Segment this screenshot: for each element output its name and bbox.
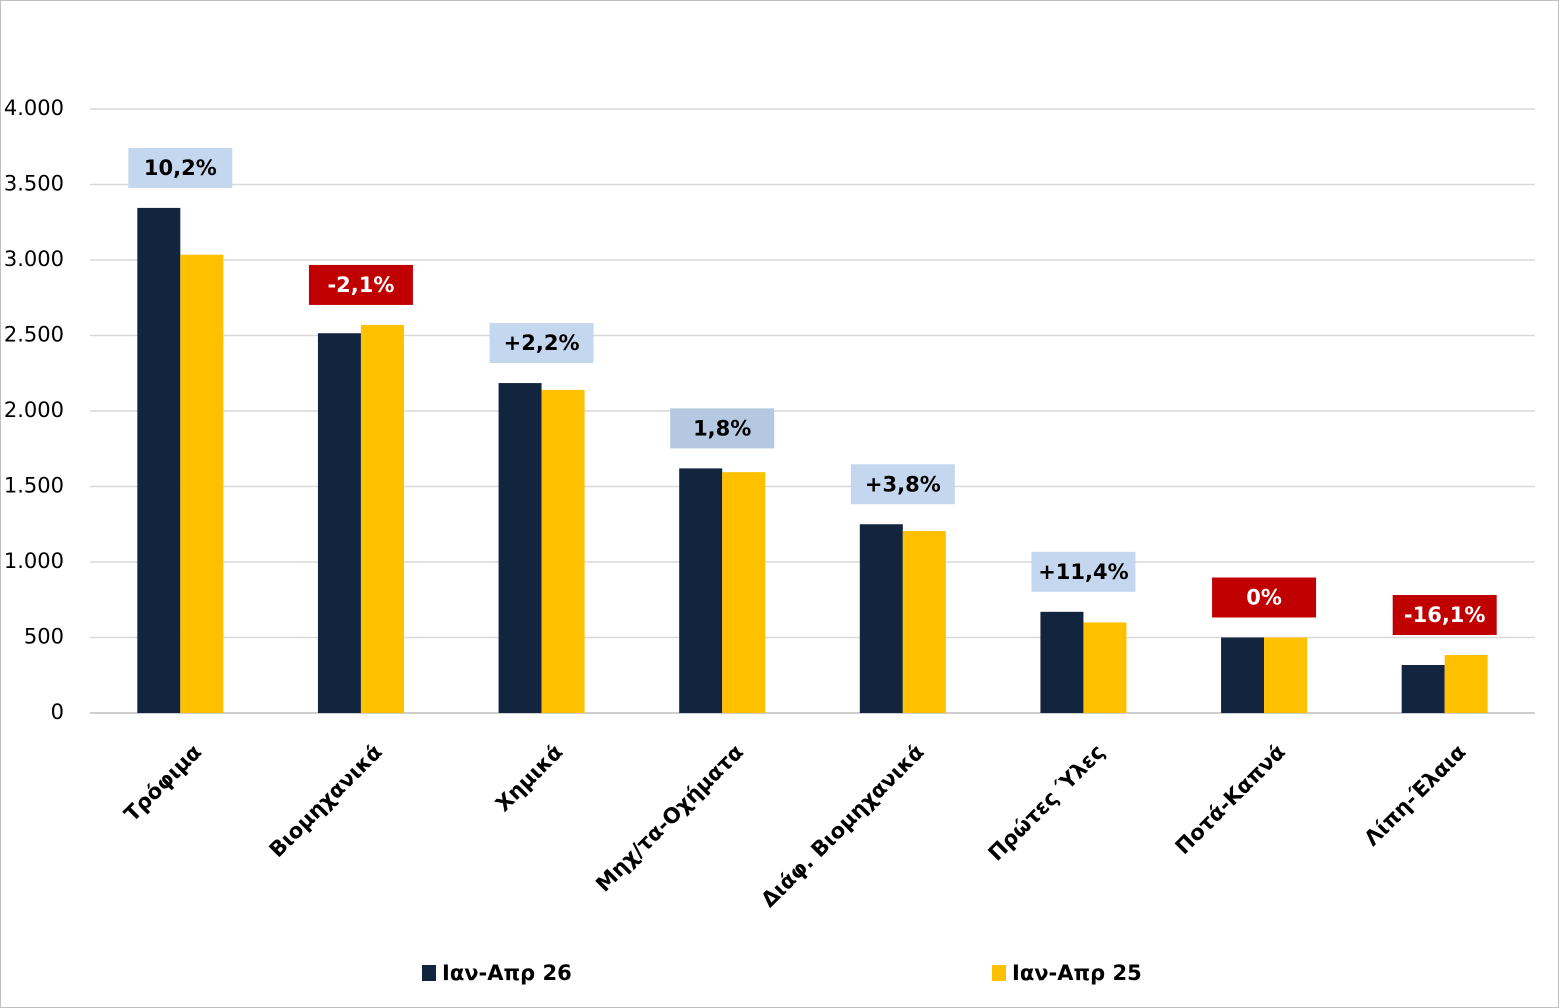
y-tick-label: 4.000 [4, 96, 64, 120]
annotation-box [308, 264, 413, 305]
bar [1264, 637, 1308, 713]
annotation-box [850, 464, 955, 505]
bar [1444, 655, 1488, 713]
legend-swatch [992, 965, 1006, 981]
annotation: +11,4% [1038, 560, 1128, 584]
annotation: -16,1% [1404, 603, 1486, 627]
y-tick-label: 3.500 [4, 172, 64, 196]
y-tick-label: 2.000 [4, 398, 64, 422]
bar [180, 254, 224, 713]
annotation-box [1031, 551, 1136, 592]
annotation-box [670, 408, 775, 449]
annotation: 10,2% [144, 156, 217, 180]
annotation-box [1392, 595, 1497, 636]
bar [498, 383, 542, 713]
bar [1221, 637, 1265, 713]
bar [541, 389, 585, 713]
legend-swatch [422, 965, 436, 981]
bar [902, 531, 946, 713]
annotation: +2,2% [504, 331, 580, 355]
legend-label: Ιαν-Απρ 25 [1012, 961, 1142, 985]
y-tick-label: 1.500 [4, 474, 64, 498]
bar [137, 207, 181, 713]
y-tick-label: 0 [51, 700, 64, 724]
annotation-box [128, 147, 233, 188]
annotation-box [489, 323, 594, 364]
bar [679, 468, 723, 713]
annotation: 1,8% [693, 416, 751, 440]
bar [1040, 611, 1084, 713]
annotation: -2,1% [327, 273, 394, 297]
y-tick-label: 1.000 [4, 549, 64, 573]
y-tick-label: 500 [24, 625, 64, 649]
bar [859, 524, 903, 713]
y-tick-label: 2.500 [4, 323, 64, 347]
y-tick-label: 3.000 [4, 247, 64, 271]
bar [360, 324, 404, 713]
bar [722, 472, 766, 713]
bar [317, 333, 361, 713]
annotation-box [1212, 577, 1317, 618]
annotation: 0% [1246, 586, 1282, 610]
bar [1083, 622, 1127, 713]
bar [1401, 664, 1445, 713]
legend-label: Ιαν-Απρ 26 [442, 961, 572, 985]
annotation: +3,8% [865, 472, 941, 496]
